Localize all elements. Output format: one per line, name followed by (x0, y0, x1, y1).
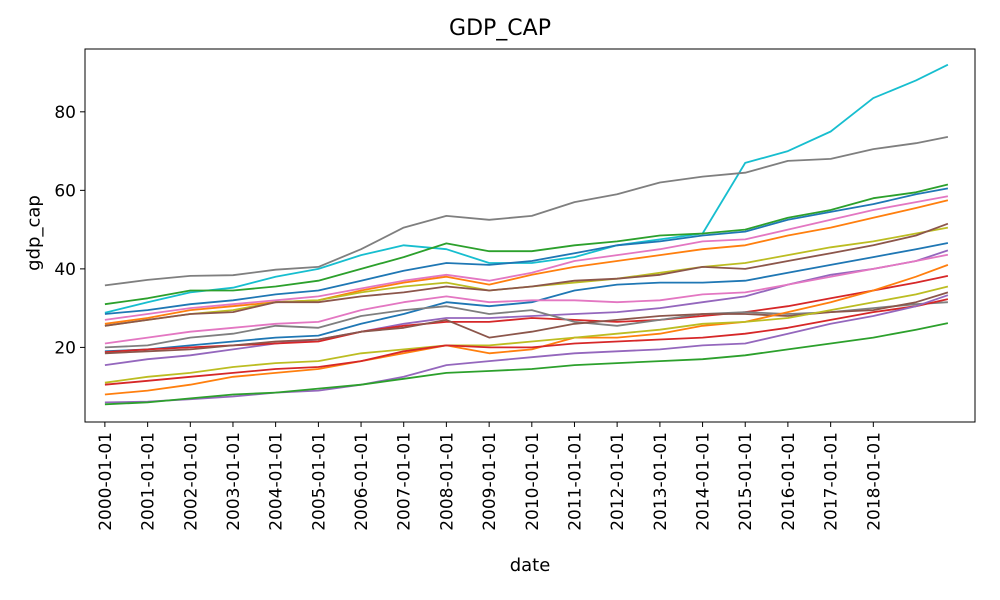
series-line-13 (104, 301, 948, 349)
series-lines (104, 63, 949, 406)
series-line-8 (104, 222, 949, 327)
x-tick-label: 2012-01-01 (608, 432, 628, 531)
plot-frame (84, 48, 976, 423)
y-tick-label: 60 (54, 181, 76, 201)
x-axis: 2000-01-01 2001-01-01 2002-01-01 2003-01-01… (96, 422, 884, 531)
series-line-3 (104, 183, 949, 306)
x-tick-label: 2014-01-01 (694, 432, 714, 531)
x-tick-label: 2002-01-01 (181, 432, 201, 531)
x-tick-label: 2005-01-01 (309, 432, 329, 531)
series-line-1 (104, 63, 949, 314)
series-line-5 (104, 195, 949, 321)
series-line-15 (104, 264, 949, 396)
series-line-2 (104, 136, 949, 287)
series-line-16 (104, 285, 949, 384)
x-tick-label: 2010-01-01 (523, 432, 543, 531)
series-line-6 (104, 199, 949, 325)
x-tick-label: 2000-01-01 (96, 432, 116, 531)
y-tick-label: 80 (54, 103, 76, 123)
y-axis: 20 40 60 80 (54, 103, 85, 358)
x-axis-label: date (509, 555, 551, 576)
x-tick-label: 2003-01-01 (224, 432, 244, 531)
x-tick-label: 2001-01-01 (139, 432, 159, 531)
y-tick-label: 40 (54, 260, 76, 280)
x-tick-label: 2015-01-01 (736, 432, 756, 531)
x-tick-label: 2008-01-01 (437, 432, 457, 531)
chart-title: GDP_CAP (449, 16, 551, 41)
x-tick-label: 2017-01-01 (822, 432, 842, 531)
y-axis-label: gdp_cap (23, 195, 45, 271)
series-line-18 (104, 294, 949, 404)
x-tick-label: 2004-01-01 (267, 432, 287, 531)
series-line-17 (104, 298, 949, 386)
x-tick-label: 2011-01-01 (565, 432, 585, 531)
series-line-9 (104, 242, 949, 353)
x-tick-label: 2007-01-01 (395, 432, 415, 531)
series-line-4 (104, 187, 949, 315)
x-tick-label: 2018-01-01 (864, 432, 884, 531)
y-tick-label: 20 (54, 338, 76, 358)
x-tick-label: 2009-01-01 (480, 432, 500, 531)
series-line-11 (104, 253, 949, 345)
x-tick-label: 2016-01-01 (779, 432, 799, 531)
series-line-19 (104, 322, 949, 406)
series-line-10 (104, 249, 949, 366)
x-tick-label: 2013-01-01 (651, 432, 671, 531)
x-tick-label: 2006-01-01 (352, 432, 372, 531)
